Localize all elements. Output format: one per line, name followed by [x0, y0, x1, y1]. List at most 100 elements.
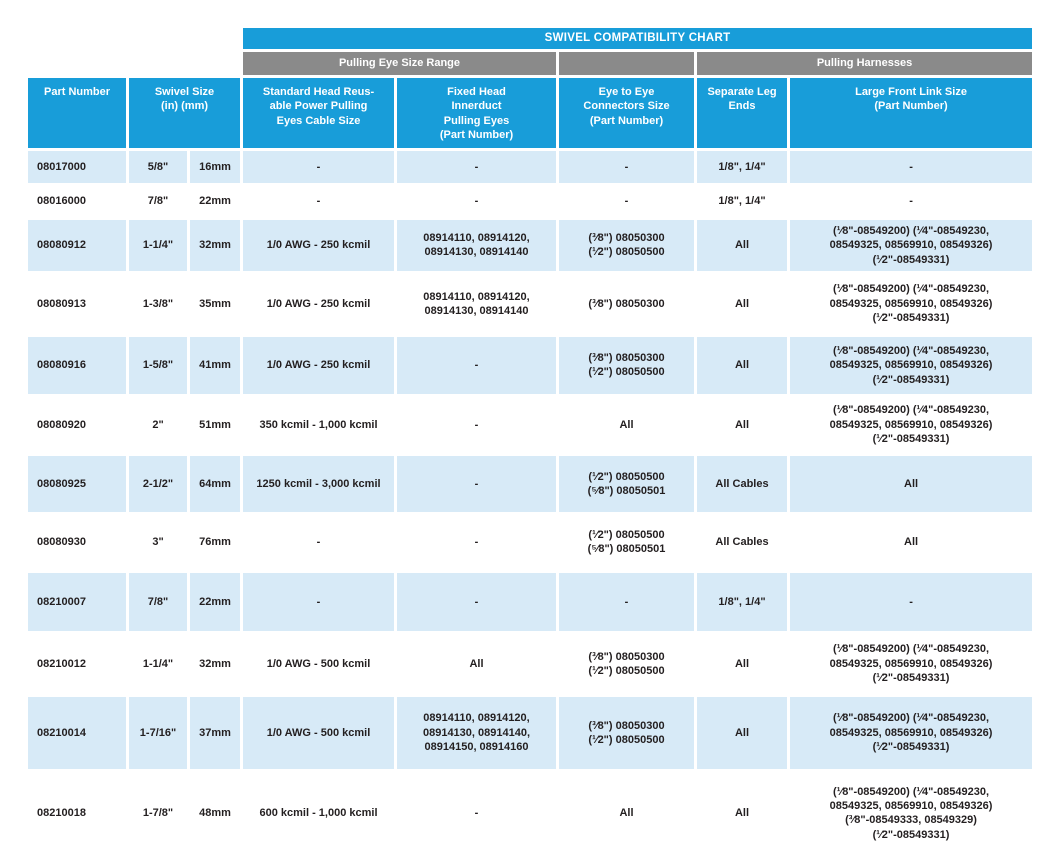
cell-part-number: 08080925 [28, 455, 126, 512]
group-left-spacer [28, 52, 240, 75]
cell-part-number: 08080912 [28, 220, 126, 271]
cell-eye-to-eye: (³⁄8") 08050300 (¹⁄2") 08050500 [559, 633, 694, 694]
cell-eye-to-eye: (³⁄8") 08050300 (¹⁄2") 08050500 [559, 220, 694, 271]
table-title: SWIVEL COMPATIBILITY CHART [243, 28, 1033, 49]
table-row: 08080913 1-3/8" 35mm 1/0 AWG - 250 kcmil 089… [28, 273, 1033, 334]
cell-fixed-head: - [397, 151, 556, 183]
cell-eye-to-eye: - [559, 186, 694, 217]
cell-size-mm: 76mm [190, 514, 240, 570]
column-header-standard-head: Standard Head Reus- able Power Pulling E… [243, 78, 394, 148]
cell-standard-head: 1/0 AWG - 250 kcmil [243, 220, 394, 271]
cell-size-in: 1-1/4" [129, 220, 187, 271]
cell-fixed-head: - [397, 455, 556, 512]
cell-part-number: 08080913 [28, 273, 126, 334]
cell-fixed-head: - [397, 396, 556, 453]
cell-eye-to-eye: (³⁄8") 08050300 (¹⁄2") 08050500 [559, 336, 694, 394]
cell-separate-leg-ends: 1/8", 1/4" [697, 572, 787, 631]
cell-size-mm: 32mm [190, 220, 240, 271]
cell-size-mm: 41mm [190, 336, 240, 394]
cell-large-front-link: (¹⁄8"-08549200) (¹⁄4"-08549230, 08549325… [790, 771, 1033, 855]
cell-size-mm: 22mm [190, 572, 240, 631]
cell-fixed-head: 08914110, 08914120, 08914130, 08914140 [397, 273, 556, 334]
column-header-eye-to-eye: Eye to Eye Connectors Size (Part Number) [559, 78, 694, 148]
cell-fixed-head: - [397, 771, 556, 855]
cell-size-in: 2" [129, 396, 187, 453]
cell-size-mm: 22mm [190, 186, 240, 217]
cell-standard-head: 1/0 AWG - 250 kcmil [243, 273, 394, 334]
cell-part-number: 08210014 [28, 696, 126, 769]
cell-standard-head: - [243, 151, 394, 183]
table-row: 08016000 7/8" 22mm - - -1/8", 1/4" - [28, 186, 1033, 217]
group-header-pulling-harnesses: Pulling Harnesses [697, 52, 1033, 75]
cell-large-front-link: All [790, 455, 1033, 512]
cell-size-mm: 37mm [190, 696, 240, 769]
cell-size-in: 1-3/8" [129, 273, 187, 334]
cell-separate-leg-ends: 1/8", 1/4" [697, 151, 787, 183]
cell-standard-head: - [243, 572, 394, 631]
cell-fixed-head: - [397, 186, 556, 217]
cell-separate-leg-ends: All [697, 220, 787, 271]
cell-large-front-link: (¹⁄8"-08549200) (¹⁄4"-08549230, 08549325… [790, 220, 1033, 271]
table-row: 08080930 3" 76mm - - (¹⁄2") 08050500 (⁵⁄8") 0… [28, 514, 1033, 570]
cell-eye-to-eye: (³⁄8") 08050300 [559, 273, 694, 334]
cell-standard-head: 1/0 AWG - 500 kcmil [243, 633, 394, 694]
table-row: 08080920 2" 51mm 350 kcmil - 1,000 kcmil - Al… [28, 396, 1033, 453]
cell-separate-leg-ends: All Cables [697, 455, 787, 512]
cell-large-front-link: All [790, 514, 1033, 570]
cell-large-front-link: - [790, 186, 1033, 217]
cell-size-in: 2-1/2" [129, 455, 187, 512]
cell-separate-leg-ends: All [697, 396, 787, 453]
table-row: 08080925 2-1/2" 64mm 1250 kcmil - 3,000 kcm… [28, 455, 1033, 512]
cell-standard-head: - [243, 186, 394, 217]
cell-part-number: 08210007 [28, 572, 126, 631]
cell-fixed-head: - [397, 572, 556, 631]
cell-standard-head: 600 kcmil - 1,000 kcmil [243, 771, 394, 855]
cell-size-in: 1-1/4" [129, 633, 187, 694]
cell-size-mm: 51mm [190, 396, 240, 453]
cell-eye-to-eye: (¹⁄2") 08050500 (⁵⁄8") 08050501 [559, 514, 694, 570]
column-header-large-front-link: Large Front Link Size (Part Number) [790, 78, 1033, 148]
title-row: SWIVEL COMPATIBILITY CHART [28, 28, 1033, 49]
cell-standard-head: 1250 kcmil - 3,000 kcmil [243, 455, 394, 512]
cell-large-front-link: (¹⁄8"-08549200) (¹⁄4"-08549230, 08549325… [790, 273, 1033, 334]
cell-size-in: 7/8" [129, 186, 187, 217]
cell-part-number: 08080930 [28, 514, 126, 570]
cell-part-number: 08210018 [28, 771, 126, 855]
table-row: 08210014 1-7/16" 37mm 1/0 AWG - 500 kcmil 08… [28, 696, 1033, 769]
cell-size-in: 5/8" [129, 151, 187, 183]
cell-size-mm: 48mm [190, 771, 240, 855]
cell-separate-leg-ends: All Cables [697, 514, 787, 570]
column-header-separate-leg-ends: Separate Leg Ends [697, 78, 787, 148]
column-header-fixed-head: Fixed Head Innerduct Pulling Eyes (Part … [397, 78, 556, 148]
group-header-empty [559, 52, 694, 75]
cell-large-front-link: (¹⁄8"-08549200) (¹⁄4"-08549230, 08549325… [790, 696, 1033, 769]
cell-eye-to-eye: All [559, 771, 694, 855]
cell-separate-leg-ends: All [697, 696, 787, 769]
cell-fixed-head: 08914110, 08914120, 08914130, 08914140, … [397, 696, 556, 769]
cell-part-number: 08017000 [28, 151, 126, 183]
table-row: 08017000 5/8" 16mm - - -1/8", 1/4" - [28, 151, 1033, 183]
cell-size-mm: 32mm [190, 633, 240, 694]
cell-size-mm: 35mm [190, 273, 240, 334]
column-header-part-number: Part Number [28, 78, 126, 148]
cell-size-in: 7/8" [129, 572, 187, 631]
cell-part-number: 08080916 [28, 336, 126, 394]
cell-eye-to-eye: (³⁄8") 08050300 (¹⁄2") 08050500 [559, 696, 694, 769]
cell-separate-leg-ends: All [697, 633, 787, 694]
cell-eye-to-eye: - [559, 151, 694, 183]
cell-standard-head: - [243, 514, 394, 570]
cell-fixed-head: All [397, 633, 556, 694]
cell-separate-leg-ends: All [697, 771, 787, 855]
cell-part-number: 08210012 [28, 633, 126, 694]
cell-standard-head: 350 kcmil - 1,000 kcmil [243, 396, 394, 453]
cell-fixed-head: - [397, 336, 556, 394]
cell-large-front-link: - [790, 151, 1033, 183]
cell-size-in: 1-7/16" [129, 696, 187, 769]
cell-size-mm: 16mm [190, 151, 240, 183]
table-row: 08210018 1-7/8" 48mm 600 kcmil - 1,000 kcmi… [28, 771, 1033, 855]
cell-part-number: 08080920 [28, 396, 126, 453]
swivel-compatibility-table: SWIVEL COMPATIBILITY CHART Pulling Eye S… [25, 25, 1035, 858]
table-row: 08210012 1-1/4" 32mm 1/0 AWG - 500 kcmil All… [28, 633, 1033, 694]
cell-size-in: 3" [129, 514, 187, 570]
